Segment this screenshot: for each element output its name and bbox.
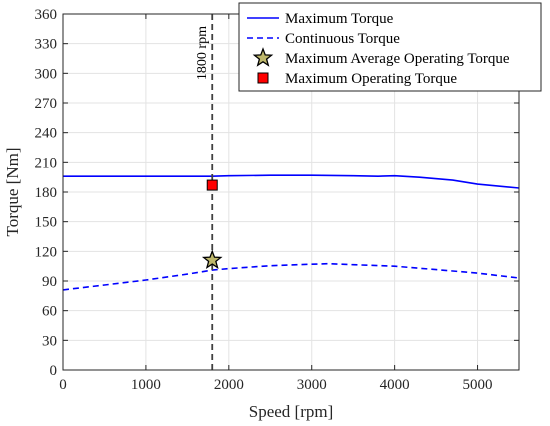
- y-tick-label: 150: [35, 215, 58, 231]
- y-tick-label: 0: [50, 363, 58, 379]
- y-tick-label: 270: [35, 96, 58, 112]
- x-tick-label: 1000: [131, 377, 161, 393]
- legend-entry-label: Maximum Operating Torque: [285, 71, 457, 87]
- series-line: [62, 262, 520, 291]
- series-line: [63, 174, 520, 189]
- reference-line-label: 1800 rpm: [195, 26, 210, 80]
- y-tick-label: 300: [35, 66, 58, 82]
- y-axis-label: Torque [Nm]: [3, 148, 22, 237]
- x-tick-label: 3000: [297, 377, 327, 393]
- marker-layer: [201, 179, 223, 270]
- x-tick-label: 0: [59, 377, 67, 393]
- y-tick-label: 360: [35, 7, 58, 23]
- y-tick-label: 330: [35, 37, 58, 53]
- legend-box: [238, 2, 542, 92]
- y-tick-label: 240: [35, 126, 58, 142]
- legend: Maximum Torque Continuous Torque Maximum A…: [238, 2, 542, 92]
- y-tick-label: 120: [35, 244, 58, 260]
- x-axis-label: Speed [rpm]: [249, 402, 334, 421]
- legend-square-swatch: [257, 72, 269, 84]
- legend-star-swatch: [252, 47, 274, 67]
- ticks: 0 1000 2000 3000 4000 5000 0 30 60 90 120 150 180 210…: [35, 7, 519, 393]
- y-tick-label: 60: [42, 304, 57, 320]
- x-tick-label: 4000: [380, 377, 410, 393]
- average-torque-star-marker: [201, 249, 223, 270]
- y-tick-label: 210: [35, 155, 58, 171]
- legend-entry-label: Maximum Torque: [285, 11, 394, 27]
- legend-entry-label: Maximum Average Operating Torque: [285, 51, 510, 67]
- y-tick-label: 180: [35, 185, 58, 201]
- y-tick-label: 90: [42, 274, 57, 290]
- operating-torque-square-marker: [206, 179, 218, 191]
- reference-line-layer: 1800 rpm: [195, 14, 214, 370]
- x-tick-label: 2000: [214, 377, 244, 393]
- y-tick-label: 30: [42, 333, 57, 349]
- x-tick-label: 5000: [463, 377, 493, 393]
- legend-entry-label: Continuous Torque: [285, 31, 400, 47]
- series-layer: [62, 174, 520, 291]
